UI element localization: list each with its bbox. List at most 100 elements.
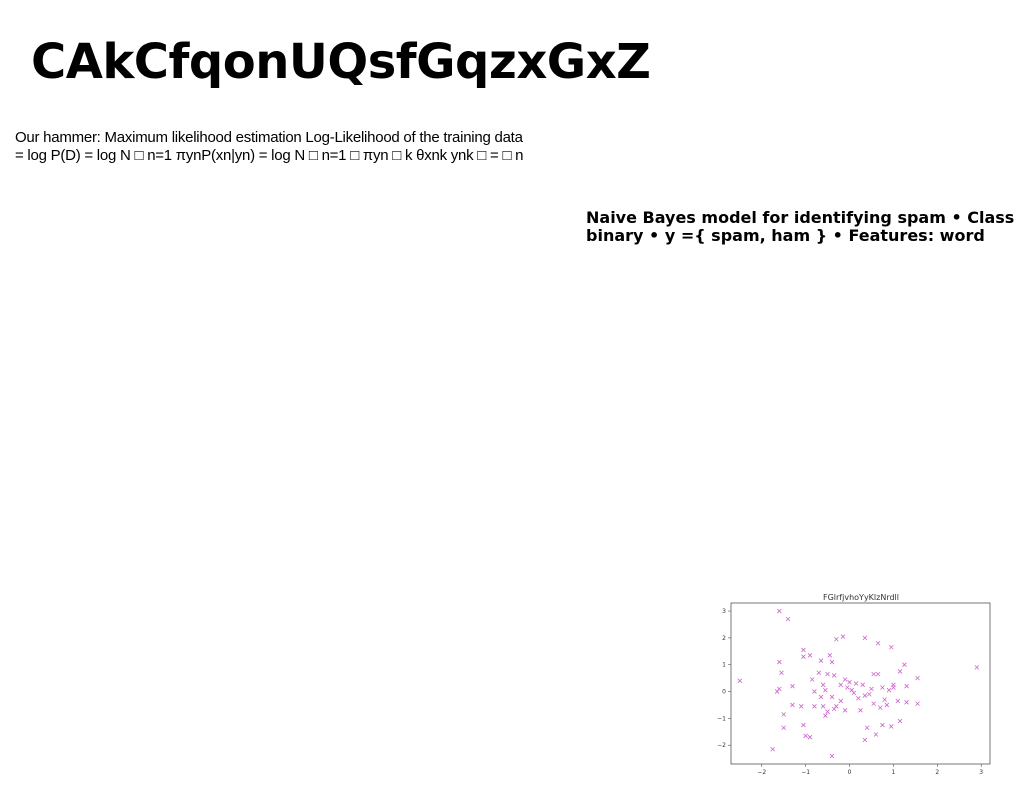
callout-line: Naive Bayes model for identifying spam •…: [586, 208, 1015, 227]
paragraph-line: = log P(D) = log N □ n=1 πynP(xn|yn) = l…: [15, 147, 524, 164]
data-point: [856, 695, 861, 701]
data-point: [809, 677, 815, 682]
data-point: [864, 725, 870, 731]
data-point: [880, 685, 885, 690]
data-point: [816, 670, 822, 676]
data-point: [818, 694, 824, 700]
y-tick-label: −1: [717, 715, 726, 722]
paragraph-line: Our hammer: Maximum likelihood estimatio…: [15, 129, 523, 146]
data-point: [834, 636, 839, 642]
data-point: [862, 693, 868, 698]
x-tick-label: 1: [892, 769, 896, 776]
y-tick-label: 3: [722, 608, 726, 615]
data-point: [888, 724, 894, 729]
data-point: [777, 608, 782, 614]
data-point: [847, 679, 852, 685]
data-point: [779, 670, 784, 676]
data-point: [891, 682, 896, 688]
data-point: [838, 682, 844, 688]
x-tick-label: 0: [848, 769, 852, 776]
data-point: [875, 671, 881, 677]
data-point: [873, 732, 879, 737]
data-point: [825, 671, 830, 677]
data-point: [825, 709, 830, 714]
data-point: [858, 708, 863, 713]
y-tick-label: −2: [717, 742, 726, 749]
data-point: [866, 691, 872, 697]
chart-title: FGlrfjvhoYyKlzNrdll: [823, 593, 899, 602]
data-point: [895, 698, 901, 704]
data-point: [829, 753, 835, 759]
data-point: [882, 697, 887, 702]
data-point: [807, 734, 813, 740]
data-point: [801, 647, 806, 653]
plot-frame: [730, 602, 991, 765]
data-point: [884, 702, 890, 708]
data-point: [897, 718, 903, 724]
data-point: [838, 698, 844, 704]
x-axis: −2 −1 0 1 2 3: [757, 764, 983, 776]
data-point: [877, 705, 883, 710]
data-point: [785, 616, 791, 622]
data-point: [737, 678, 743, 684]
data-point: [831, 706, 837, 712]
data-point: [801, 654, 806, 659]
data-point: [862, 737, 868, 743]
data-point: [823, 687, 828, 693]
scatter-chart: FGlrfjvhoYyKlzNrdll −2 −1 0 1 2 3 −2 −1 0 1 2 3: [717, 593, 991, 776]
data-point: [871, 701, 876, 706]
data-point: [897, 669, 903, 674]
data-point: [875, 640, 881, 646]
data-point: [818, 658, 824, 663]
data-point: [790, 702, 795, 708]
data-point: [880, 722, 885, 728]
data-point: [831, 673, 837, 678]
y-tick-label: 1: [722, 662, 726, 669]
x-tick-label: −1: [801, 769, 810, 776]
likelihood-paragraph: Our hammer: Maximum likelihood estimatio…: [15, 129, 595, 165]
data-point: [904, 700, 909, 705]
data-point: [829, 659, 835, 665]
callout-line: binary • y ={ spam, ham } • Features: wo…: [586, 226, 985, 245]
data-point: [862, 635, 868, 641]
data-point: [807, 653, 813, 658]
data-point: [851, 690, 857, 696]
data-point: [853, 681, 859, 686]
data-point: [902, 662, 907, 667]
x-tick-label: 3: [979, 769, 983, 776]
y-axis: −2 −1 0 1 2 3: [717, 608, 731, 749]
data-point: [781, 725, 786, 731]
y-tick-label: 2: [722, 635, 726, 642]
naive-bayes-callout: Naive Bayes model for identifying spam •…: [586, 209, 1022, 245]
data-point: [871, 671, 876, 677]
data-point: [974, 665, 980, 670]
data-point: [888, 644, 894, 650]
data-point: [798, 704, 804, 709]
data-point: [803, 733, 808, 739]
data-point: [904, 683, 909, 689]
x-tick-label: 2: [935, 769, 939, 776]
data-point: [812, 704, 817, 709]
slide-title: CAkCfqonUQsfGqzxGxZ: [31, 34, 651, 90]
data-point: [845, 685, 850, 690]
data-point: [774, 689, 780, 694]
x-tick-label: −2: [757, 769, 766, 776]
data-point: [781, 712, 786, 717]
data-point: [842, 677, 848, 682]
data-point: [840, 634, 846, 639]
data-point: [790, 683, 795, 689]
y-tick-label: 0: [722, 689, 726, 696]
data-point: [886, 687, 892, 693]
data-point: [827, 653, 833, 658]
data-point: [777, 659, 782, 665]
data-point: [829, 694, 835, 700]
data-points: [737, 608, 980, 759]
data-point: [812, 689, 817, 694]
data-point: [842, 708, 848, 713]
data-point: [820, 704, 826, 709]
data-point: [823, 713, 828, 718]
data-point: [869, 686, 874, 692]
data-point: [801, 722, 806, 728]
data-point: [860, 682, 865, 688]
data-point: [770, 746, 775, 752]
